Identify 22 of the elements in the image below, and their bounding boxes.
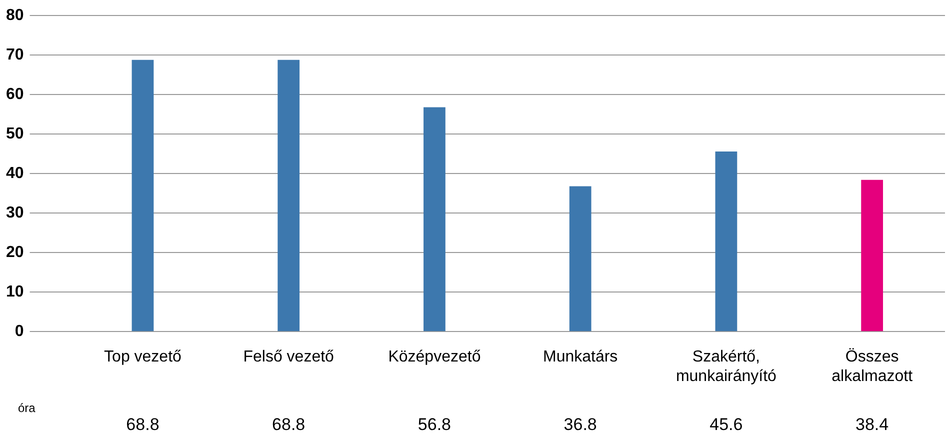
x-tick-label: Szakértő, munkairányító xyxy=(676,348,777,385)
y-tick-label: 50 xyxy=(6,126,24,143)
y-tick-label: 20 xyxy=(6,244,24,262)
data-label: 45.6 xyxy=(710,415,743,434)
x-tick-label: Összes alkalmazott xyxy=(832,348,914,385)
data-label: 68.8 xyxy=(126,415,160,434)
y-tick-label: 80 xyxy=(6,7,24,24)
y-tick-label: 40 xyxy=(6,165,24,182)
data-label: 38.4 xyxy=(856,415,889,434)
x-tick-label: Top vezető xyxy=(104,348,182,366)
data-label: 36.8 xyxy=(564,415,597,434)
text: óra xyxy=(18,401,36,415)
data-label: 56.8 xyxy=(418,415,452,434)
y-tick-label: 10 xyxy=(6,284,24,301)
y-tick-label: 0 xyxy=(14,323,24,340)
y-tick-label: 70 xyxy=(6,46,24,64)
y-tick-label: 60 xyxy=(6,86,24,104)
x-tick-label: Munkatárs xyxy=(542,348,618,366)
y-tick-label: 30 xyxy=(6,204,24,222)
x-tick-label: Középvezető xyxy=(388,348,481,366)
data-label: 68.8 xyxy=(272,415,306,434)
x-tick-label: Felső vezető xyxy=(243,348,334,366)
